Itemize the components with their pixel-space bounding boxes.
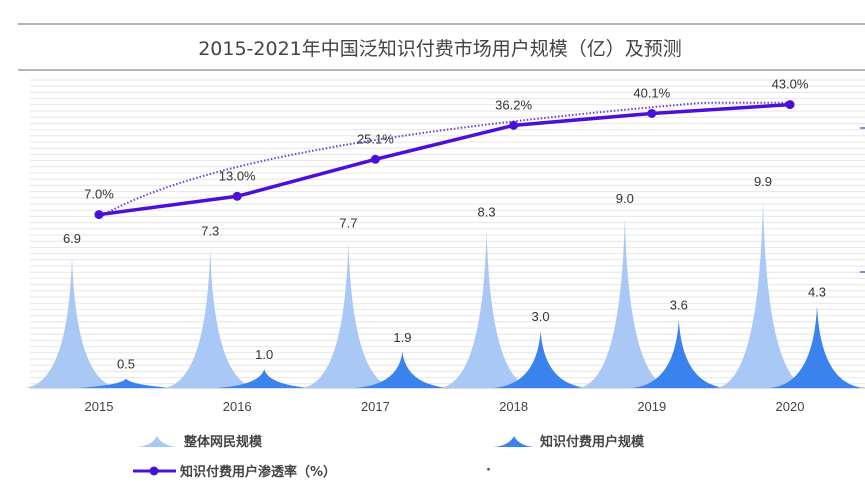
penetration-point <box>232 191 242 201</box>
line-series <box>94 100 795 220</box>
bar-paid-users-2015 <box>78 378 174 388</box>
data-label-netizens: 6.9 <box>63 231 81 246</box>
x-tick-label: 2015 <box>85 399 114 414</box>
legend-label-paid-users: 知识付费用户规模 <box>540 434 645 450</box>
data-label-netizens: 7.3 <box>201 223 219 238</box>
bar-paid-users-2016 <box>216 369 313 388</box>
data-label-penetration: 36.2% <box>495 97 532 112</box>
x-axis: 2015 2016 2017 2018 2019 2020 <box>85 399 805 414</box>
data-label-netizens: 9.0 <box>616 191 634 206</box>
legend-swatch-paid-users <box>493 436 535 447</box>
gridlines <box>30 79 865 389</box>
data-label-netizens: 9.9 <box>754 174 772 189</box>
bar-netizens-2017 <box>300 241 397 388</box>
bar-paid-users-2020 <box>769 306 865 388</box>
bar-paid-users-2017 <box>354 351 451 388</box>
x-tick-label: 2016 <box>223 399 252 414</box>
bar-netizens-2015 <box>24 256 120 388</box>
bar-netizens-2020 <box>715 199 811 388</box>
bar-netizens-2016 <box>162 249 259 388</box>
legend-label-penetration: 知识付费用户渗透率（%） <box>180 464 336 480</box>
data-label-paid-users: 1.0 <box>255 347 273 362</box>
x-tick-label: 2017 <box>361 399 390 414</box>
data-label-penetration: 25.1% <box>357 131 394 146</box>
data-label-paid-users: 0.5 <box>117 357 135 372</box>
data-label-penetration: 13.0% <box>219 168 256 183</box>
x-tick-label: 2018 <box>499 399 528 414</box>
data-label-paid-users: 3.6 <box>670 298 688 313</box>
x-tick-label: 2019 <box>637 399 666 414</box>
data-label-netizens: 8.3 <box>478 204 496 219</box>
data-labels: 6.9 0.5 7.3 1.0 7.7 1.9 8.3 3.0 9.0 3.6 9.9 4.3 7.0%… <box>63 77 826 372</box>
bar-paid-users-2019 <box>630 319 727 388</box>
legend: 整体网民规模 知识付费用户规模 知识付费用户渗透率（%） · <box>133 434 645 480</box>
data-label-paid-users: 1.9 <box>393 330 411 345</box>
legend-swatch-netizens <box>136 436 178 447</box>
data-label-penetration: 40.1% <box>633 85 670 100</box>
penetration-point <box>94 210 104 220</box>
penetration-point <box>647 108 657 118</box>
bar-netizens-2019 <box>576 217 673 388</box>
trendline <box>98 101 790 218</box>
data-label-penetration: 43.0% <box>772 77 809 92</box>
penetration-point <box>370 154 380 164</box>
data-label-netizens: 7.7 <box>339 216 357 231</box>
bars <box>24 199 865 388</box>
bar-netizens-2018 <box>438 230 535 388</box>
penetration-point <box>785 100 795 110</box>
penetration-point <box>509 120 519 130</box>
data-label-paid-users: 4.3 <box>808 284 826 299</box>
bar-paid-users-2018 <box>492 331 589 388</box>
data-label-paid-users: 3.0 <box>532 309 550 324</box>
legend-swatch-penetration-marker <box>149 466 159 476</box>
x-tick-label: 2020 <box>776 399 805 414</box>
chart-title: 2015-2021年中国泛知识付费市场用户规模（亿）及预测 <box>198 38 682 60</box>
penetration-line <box>98 102 791 217</box>
trendline-path <box>98 101 790 218</box>
legend-extra-mark: · <box>486 463 491 478</box>
legend-label-netizens: 整体网民规模 <box>183 434 263 450</box>
data-label-penetration: 7.0% <box>84 187 114 202</box>
